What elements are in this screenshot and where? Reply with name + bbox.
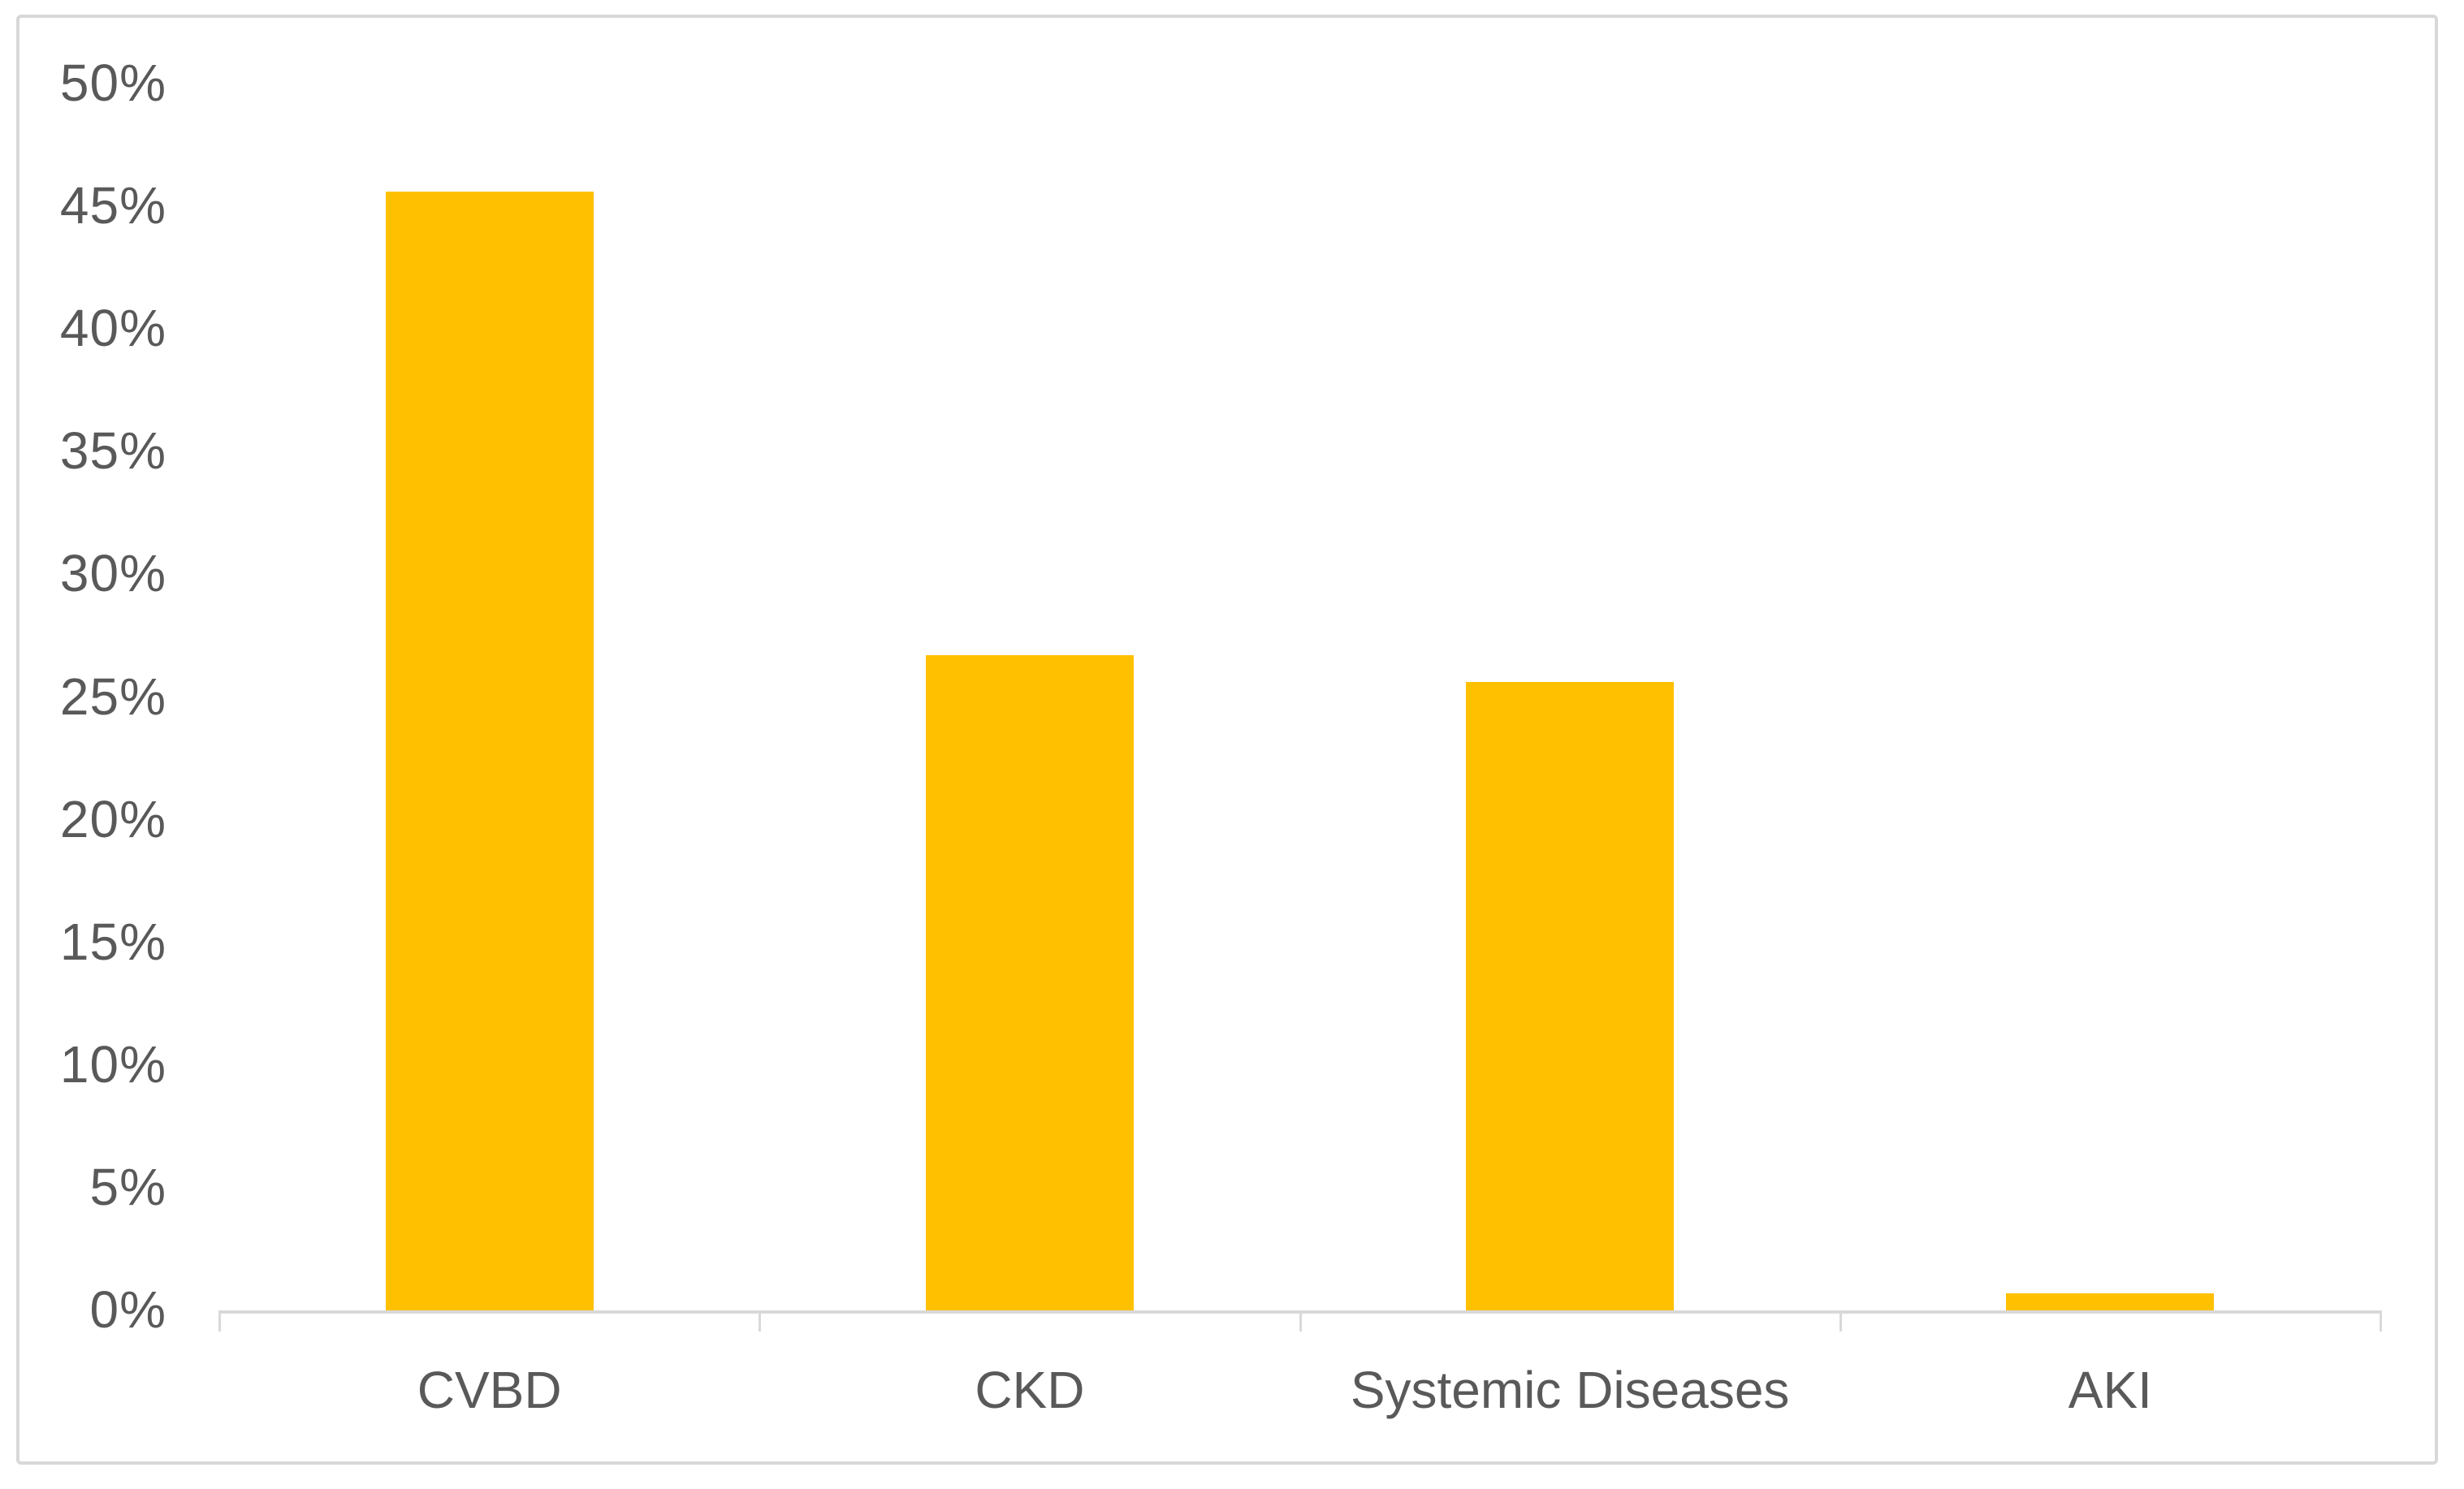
y-tick-label: 25% (59, 667, 166, 726)
x-axis-tick (1839, 1310, 1842, 1331)
x-axis-tick (1299, 1310, 1302, 1331)
bar-aki (2006, 1293, 2215, 1310)
bar-cvbd (385, 192, 594, 1310)
x-category-label: Systemic Diseases (1350, 1361, 1790, 1419)
x-axis-tick (759, 1310, 762, 1331)
y-tick-label: 40% (59, 299, 166, 358)
y-tick-label: 10% (59, 1034, 166, 1094)
y-tick-label: 30% (59, 544, 166, 603)
bar-ckd (925, 655, 1134, 1310)
bar-systemic-diseases (1466, 682, 1675, 1310)
y-tick-label: 0% (89, 1280, 166, 1339)
y-tick-label: 20% (59, 789, 166, 848)
y-tick-label: 50% (59, 54, 166, 112)
x-category-label: AKI (2068, 1361, 2152, 1419)
y-tick-label: 35% (59, 421, 166, 481)
y-tick-label: 15% (59, 912, 166, 971)
x-axis-tick (218, 1310, 221, 1331)
y-tick-label: 45% (59, 176, 166, 235)
x-category-label: CKD (975, 1361, 1085, 1419)
x-category-label: CVBD (417, 1361, 562, 1419)
y-tick-label: 5% (89, 1157, 166, 1216)
x-axis-tick (2380, 1310, 2382, 1331)
